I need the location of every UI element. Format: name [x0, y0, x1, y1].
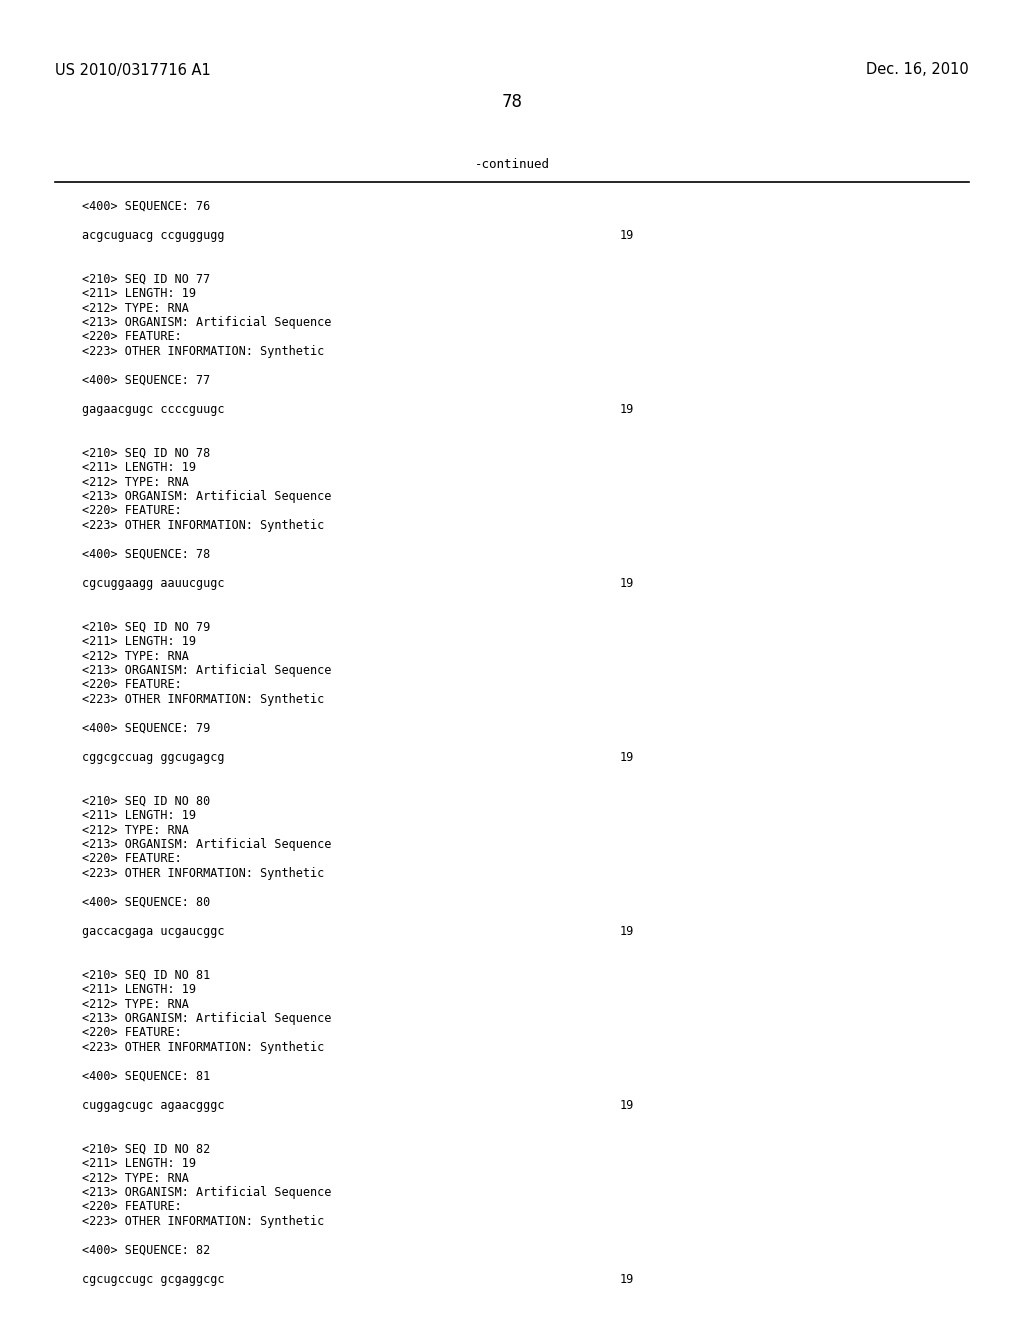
Text: cggcgccuag ggcugagcg: cggcgccuag ggcugagcg [82, 751, 224, 764]
Text: acgcuguacg ccguggugg: acgcuguacg ccguggugg [82, 228, 224, 242]
Text: -continued: -continued [474, 158, 550, 172]
Text: <213> ORGANISM: Artificial Sequence: <213> ORGANISM: Artificial Sequence [82, 315, 332, 329]
Text: 19: 19 [620, 925, 634, 939]
Text: <400> SEQUENCE: 78: <400> SEQUENCE: 78 [82, 548, 210, 561]
Text: <210> SEQ ID NO 82: <210> SEQ ID NO 82 [82, 1143, 210, 1155]
Text: <400> SEQUENCE: 80: <400> SEQUENCE: 80 [82, 896, 210, 909]
Text: <220> FEATURE:: <220> FEATURE: [82, 853, 181, 866]
Text: gagaacgugc ccccguugc: gagaacgugc ccccguugc [82, 403, 224, 416]
Text: <210> SEQ ID NO 78: <210> SEQ ID NO 78 [82, 446, 210, 459]
Text: <212> TYPE: RNA: <212> TYPE: RNA [82, 301, 188, 314]
Text: cgcuggaagg aauucgugc: cgcuggaagg aauucgugc [82, 577, 224, 590]
Text: cgcugccugc gcgaggcgc: cgcugccugc gcgaggcgc [82, 1272, 224, 1286]
Text: <211> LENGTH: 19: <211> LENGTH: 19 [82, 1158, 196, 1170]
Text: <213> ORGANISM: Artificial Sequence: <213> ORGANISM: Artificial Sequence [82, 1012, 332, 1026]
Text: cuggagcugc agaacgggc: cuggagcugc agaacgggc [82, 1100, 224, 1111]
Text: <211> LENGTH: 19: <211> LENGTH: 19 [82, 286, 196, 300]
Text: <220> FEATURE:: <220> FEATURE: [82, 330, 181, 343]
Text: <212> TYPE: RNA: <212> TYPE: RNA [82, 649, 188, 663]
Text: <223> OTHER INFORMATION: Synthetic: <223> OTHER INFORMATION: Synthetic [82, 867, 325, 880]
Text: <223> OTHER INFORMATION: Synthetic: <223> OTHER INFORMATION: Synthetic [82, 693, 325, 706]
Text: <210> SEQ ID NO 77: <210> SEQ ID NO 77 [82, 272, 210, 285]
Text: <400> SEQUENCE: 82: <400> SEQUENCE: 82 [82, 1243, 210, 1257]
Text: 19: 19 [620, 1272, 634, 1286]
Text: <400> SEQUENCE: 77: <400> SEQUENCE: 77 [82, 374, 210, 387]
Text: <212> TYPE: RNA: <212> TYPE: RNA [82, 1172, 188, 1184]
Text: <223> OTHER INFORMATION: Synthetic: <223> OTHER INFORMATION: Synthetic [82, 1214, 325, 1228]
Text: <223> OTHER INFORMATION: Synthetic: <223> OTHER INFORMATION: Synthetic [82, 345, 325, 358]
Text: <220> FEATURE:: <220> FEATURE: [82, 1027, 181, 1040]
Text: 78: 78 [502, 92, 522, 111]
Text: US 2010/0317716 A1: US 2010/0317716 A1 [55, 62, 211, 78]
Text: <400> SEQUENCE: 76: <400> SEQUENCE: 76 [82, 201, 210, 213]
Text: 19: 19 [620, 228, 634, 242]
Text: <212> TYPE: RNA: <212> TYPE: RNA [82, 475, 188, 488]
Text: 19: 19 [620, 751, 634, 764]
Text: <220> FEATURE:: <220> FEATURE: [82, 504, 181, 517]
Text: Dec. 16, 2010: Dec. 16, 2010 [866, 62, 969, 78]
Text: <220> FEATURE:: <220> FEATURE: [82, 678, 181, 692]
Text: <211> LENGTH: 19: <211> LENGTH: 19 [82, 983, 196, 997]
Text: <213> ORGANISM: Artificial Sequence: <213> ORGANISM: Artificial Sequence [82, 490, 332, 503]
Text: <211> LENGTH: 19: <211> LENGTH: 19 [82, 461, 196, 474]
Text: <210> SEQ ID NO 79: <210> SEQ ID NO 79 [82, 620, 210, 634]
Text: <213> ORGANISM: Artificial Sequence: <213> ORGANISM: Artificial Sequence [82, 664, 332, 677]
Text: 19: 19 [620, 403, 634, 416]
Text: <210> SEQ ID NO 81: <210> SEQ ID NO 81 [82, 969, 210, 982]
Text: 19: 19 [620, 1100, 634, 1111]
Text: <213> ORGANISM: Artificial Sequence: <213> ORGANISM: Artificial Sequence [82, 838, 332, 851]
Text: 19: 19 [620, 577, 634, 590]
Text: gaccacgaga ucgaucggc: gaccacgaga ucgaucggc [82, 925, 224, 939]
Text: <212> TYPE: RNA: <212> TYPE: RNA [82, 998, 188, 1011]
Text: <211> LENGTH: 19: <211> LENGTH: 19 [82, 809, 196, 822]
Text: <212> TYPE: RNA: <212> TYPE: RNA [82, 824, 188, 837]
Text: <223> OTHER INFORMATION: Synthetic: <223> OTHER INFORMATION: Synthetic [82, 519, 325, 532]
Text: <211> LENGTH: 19: <211> LENGTH: 19 [82, 635, 196, 648]
Text: <400> SEQUENCE: 81: <400> SEQUENCE: 81 [82, 1071, 210, 1082]
Text: <400> SEQUENCE: 79: <400> SEQUENCE: 79 [82, 722, 210, 735]
Text: <223> OTHER INFORMATION: Synthetic: <223> OTHER INFORMATION: Synthetic [82, 1041, 325, 1053]
Text: <220> FEATURE:: <220> FEATURE: [82, 1200, 181, 1213]
Text: <210> SEQ ID NO 80: <210> SEQ ID NO 80 [82, 795, 210, 808]
Text: <213> ORGANISM: Artificial Sequence: <213> ORGANISM: Artificial Sequence [82, 1185, 332, 1199]
